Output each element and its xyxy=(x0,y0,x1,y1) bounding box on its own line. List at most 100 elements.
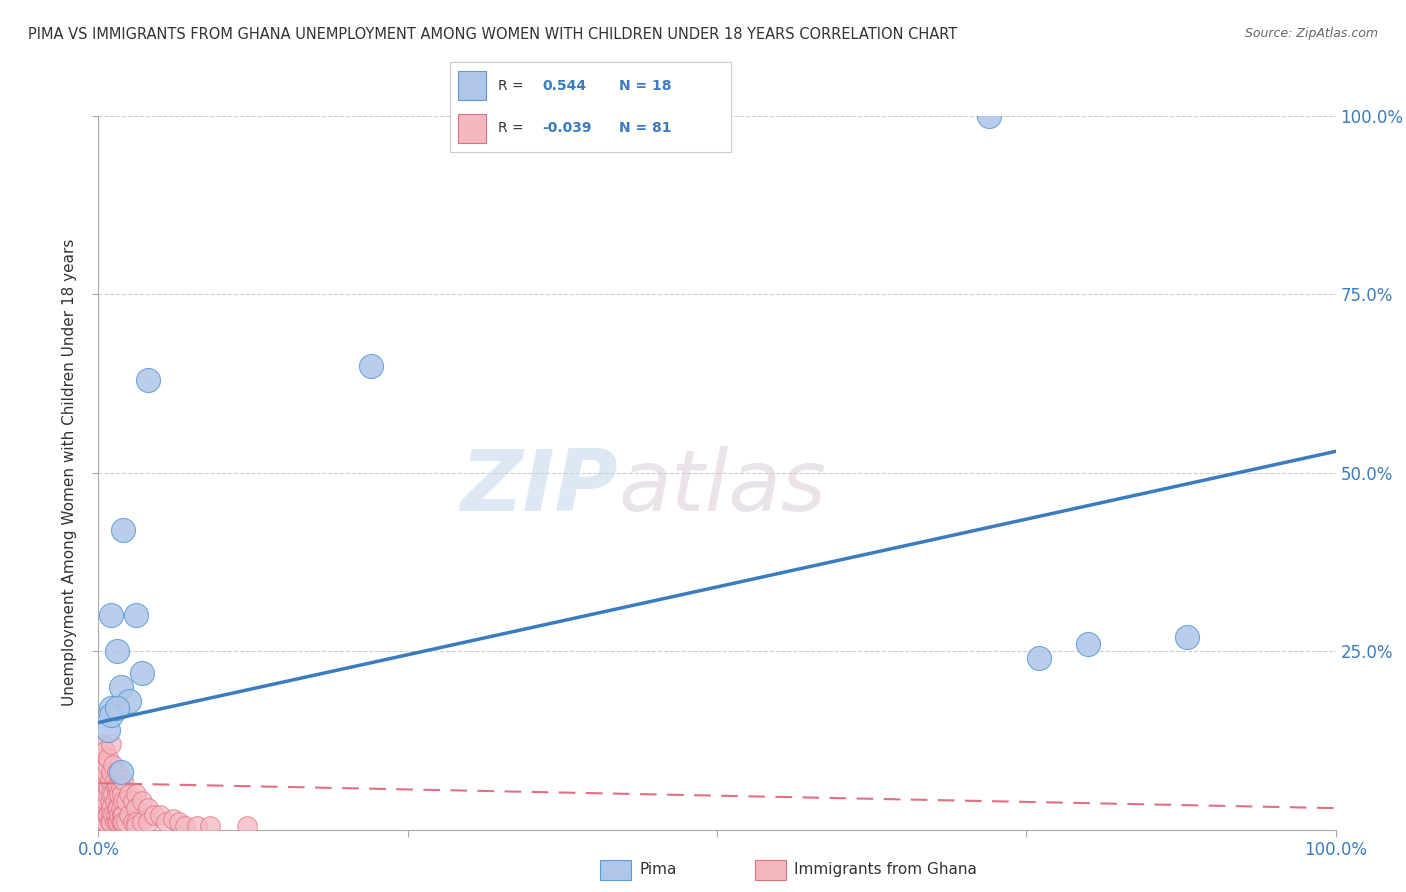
Point xyxy=(90,751,112,765)
Point xyxy=(111,815,134,830)
Point xyxy=(162,812,184,826)
Point xyxy=(112,815,135,830)
Point xyxy=(100,608,122,623)
Point xyxy=(107,801,129,815)
Text: 0.544: 0.544 xyxy=(543,78,586,93)
Point xyxy=(118,808,141,822)
Point xyxy=(136,373,159,387)
Point xyxy=(112,772,135,787)
Point xyxy=(136,815,159,830)
Point xyxy=(114,815,136,830)
Point xyxy=(100,701,122,715)
Point xyxy=(93,815,115,830)
Text: ZIP: ZIP xyxy=(460,445,619,529)
Point xyxy=(94,815,117,830)
Point xyxy=(198,819,221,833)
Text: N = 18: N = 18 xyxy=(619,78,671,93)
Point xyxy=(93,801,115,815)
Point xyxy=(96,808,118,822)
Point xyxy=(105,815,128,830)
Point xyxy=(94,765,117,780)
Point xyxy=(94,794,117,808)
Text: Pima: Pima xyxy=(640,863,678,877)
Point xyxy=(89,765,111,780)
Point xyxy=(118,694,141,708)
Point xyxy=(100,787,122,801)
Point xyxy=(100,737,122,751)
Point xyxy=(100,708,122,723)
Point xyxy=(122,794,145,808)
Point xyxy=(1077,637,1099,651)
Point xyxy=(90,787,112,801)
Point xyxy=(107,780,129,794)
Point xyxy=(110,765,132,780)
Point xyxy=(108,808,131,822)
Point xyxy=(105,787,128,801)
Point xyxy=(103,758,125,772)
Point xyxy=(143,808,166,822)
Point xyxy=(93,787,115,801)
Point xyxy=(108,787,131,801)
Point xyxy=(103,787,125,801)
Point xyxy=(174,819,197,833)
Point xyxy=(107,815,129,830)
Point xyxy=(97,780,120,794)
Point xyxy=(105,801,128,815)
Point xyxy=(105,765,128,780)
Point xyxy=(155,815,177,830)
Point xyxy=(131,815,153,830)
Point xyxy=(124,787,146,801)
Point xyxy=(124,608,146,623)
Point xyxy=(131,665,153,680)
Point xyxy=(103,794,125,808)
Point xyxy=(105,701,128,715)
Point xyxy=(105,644,128,658)
Point xyxy=(103,772,125,787)
Point xyxy=(104,780,127,794)
Point xyxy=(149,808,172,822)
Point xyxy=(98,772,121,787)
Point xyxy=(98,794,121,808)
Point xyxy=(97,751,120,765)
Point xyxy=(111,787,134,801)
Point xyxy=(122,815,145,830)
Point xyxy=(91,737,114,751)
Point xyxy=(124,819,146,833)
Point xyxy=(112,523,135,537)
Point xyxy=(136,801,159,815)
Text: atlas: atlas xyxy=(619,445,827,529)
Point xyxy=(93,780,115,794)
Text: R =: R = xyxy=(498,78,523,93)
Text: Source: ZipAtlas.com: Source: ZipAtlas.com xyxy=(1244,27,1378,40)
Point xyxy=(93,744,115,758)
Point xyxy=(100,801,122,815)
Text: -0.039: -0.039 xyxy=(543,121,592,136)
Text: R =: R = xyxy=(498,121,523,136)
Point xyxy=(103,815,125,830)
Point xyxy=(97,723,120,737)
Text: N = 81: N = 81 xyxy=(619,121,671,136)
Point xyxy=(98,815,121,830)
Text: Immigrants from Ghana: Immigrants from Ghana xyxy=(794,863,977,877)
Bar xyxy=(458,114,486,143)
Point xyxy=(236,819,259,833)
Point xyxy=(167,815,190,830)
Point xyxy=(131,794,153,808)
Point xyxy=(118,787,141,801)
Point xyxy=(96,787,118,801)
Point xyxy=(97,808,120,822)
Point xyxy=(1028,651,1050,665)
Point xyxy=(93,758,115,772)
Point xyxy=(96,758,118,772)
Point xyxy=(114,794,136,808)
Point xyxy=(186,819,208,833)
Point xyxy=(360,359,382,373)
Y-axis label: Unemployment Among Women with Children Under 18 years: Unemployment Among Women with Children U… xyxy=(62,239,77,706)
Bar xyxy=(458,71,486,100)
Point xyxy=(110,780,132,794)
Point xyxy=(100,815,122,830)
Point xyxy=(103,808,125,822)
Point xyxy=(110,815,132,830)
Point xyxy=(124,801,146,815)
Point xyxy=(100,808,122,822)
